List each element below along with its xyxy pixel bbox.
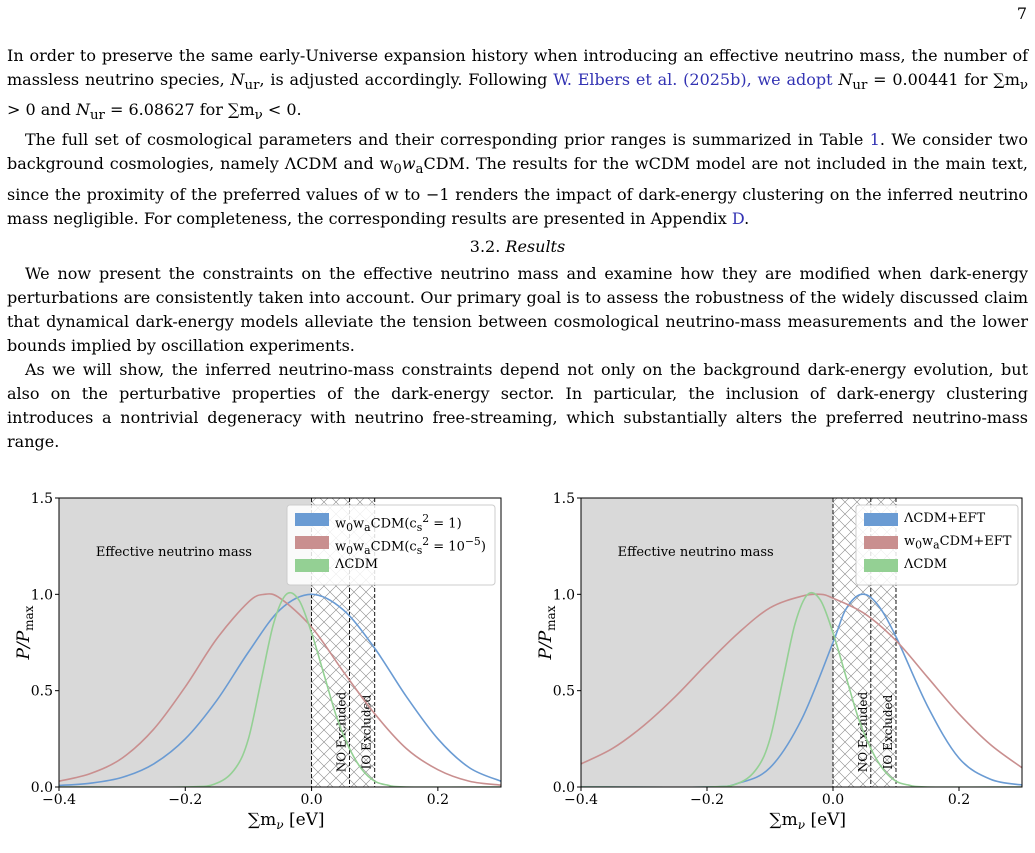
legend-label: w0waCDM(cs2 = 10−5) [335, 535, 486, 554]
y-tick-label: 1.5 [31, 491, 53, 507]
y-tick-label: 1.5 [553, 491, 575, 507]
curves-group [59, 591, 501, 787]
legend-label: ΛCDM [335, 557, 378, 572]
x-axis-label: ∑mν [eV] [770, 810, 847, 832]
series-line-0 [59, 593, 501, 787]
excluded-negative-region [59, 498, 312, 787]
y-tick-label: 1.0 [553, 587, 575, 603]
page-number: 7 [1016, 4, 1027, 23]
curves-group [581, 591, 1022, 787]
paragraph-3: We now present the constraints on the ef… [7, 263, 1028, 355]
series-line-2 [581, 591, 1022, 787]
x-axis-label: ∑mν [eV] [248, 810, 325, 832]
section-heading: 3.2. Results [469, 236, 566, 256]
x-tick-label: −0.2 [168, 792, 202, 808]
plot-frame [580, 497, 1023, 788]
paragraph-4: As we will show, the inferred neutrino-m… [7, 359, 1028, 451]
x-tick-label: −0.4 [564, 792, 598, 808]
paragraph-2: The full set of cosmological parameters … [7, 130, 1029, 228]
x-tick-label: 0.2 [427, 792, 449, 808]
band-label: IO Excluded [881, 694, 895, 769]
plot-frame [58, 497, 502, 788]
paragraph-1: In order to preserve the same early-Univ… [7, 46, 1029, 124]
plot-annotation: Effective neutrino mass [96, 545, 252, 560]
y-tick-label: 0.5 [553, 684, 575, 700]
y-axis-label: P/Pmax [536, 605, 558, 660]
series-line-2 [59, 591, 501, 787]
y-axis-label: P/Pmax [14, 605, 36, 660]
body-text: In order to preserve the same early-Univ… [7, 44, 1028, 454]
legend-label: w0waCDM+EFT [904, 534, 1011, 552]
legend-box [286, 504, 496, 586]
x-tick-label: 0.0 [300, 792, 322, 808]
series-line-1 [59, 593, 501, 786]
series-line-1 [581, 593, 1022, 769]
legend-label: ΛCDM [904, 557, 947, 572]
plot-annotation: Effective neutrino mass [618, 545, 774, 560]
x-tick-label: −0.4 [42, 792, 76, 808]
figure-left: NO Excluded IO Excluded −0.4 −0.2 0.0 0.2 0.0 0… [0, 490, 505, 853]
chart-left: NO Excluded IO Excluded−0.4 −0.2 0.0 0.20.00… [14, 491, 502, 832]
appendix-link[interactable]: D [731, 208, 745, 228]
y-tick-label: 1.0 [31, 587, 53, 603]
legend-swatch [295, 513, 329, 526]
legend-label: w0waCDM(cs2 = 1) [335, 512, 462, 531]
chart-right: NO Excluded IO Excluded−0.4 −0.2 0.0 0.20.00… [536, 491, 1023, 832]
legend-swatch [864, 536, 898, 549]
y-tick-label: 0.5 [31, 684, 53, 700]
x-tick-label: 0.0 [822, 792, 844, 808]
legend-swatch [864, 559, 898, 572]
band-label: IO Excluded [360, 694, 374, 769]
legend-swatch [295, 559, 329, 572]
x-tick-label: −0.2 [690, 792, 724, 808]
legend-label: ΛCDM+EFT [904, 511, 985, 526]
x-tick-label: 0.2 [948, 792, 970, 808]
table-link[interactable]: 1 [869, 130, 880, 150]
y-tick-label: 0.0 [553, 780, 575, 796]
legend-swatch [864, 513, 898, 526]
citation-link[interactable]: W. Elbers et al. (2025b), we adopt [553, 70, 839, 89]
legend-swatch [295, 536, 329, 549]
figure-right: NO Excluded IO Excluded −0.4 −0.2 0.0 0.2 0.0 0… [521, 490, 1035, 853]
y-tick-label: 0.0 [31, 780, 53, 796]
